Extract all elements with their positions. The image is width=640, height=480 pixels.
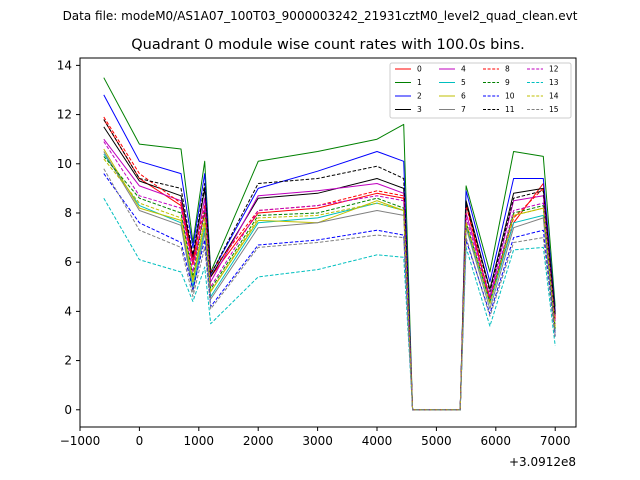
series-line-3 xyxy=(103,126,556,411)
legend-label-6: 6 xyxy=(461,92,466,101)
legend-label-8: 8 xyxy=(505,65,510,74)
legend-label-3: 3 xyxy=(417,105,422,114)
x-tick-label: −1000 xyxy=(60,434,101,448)
y-tick-label: 6 xyxy=(64,255,72,269)
series-line-13 xyxy=(103,197,556,411)
series-line-8 xyxy=(103,116,556,411)
legend-label-9: 9 xyxy=(505,78,510,87)
legend-label-13: 13 xyxy=(549,78,559,87)
x-tick-label: 3000 xyxy=(302,434,333,448)
x-tick-label: 0 xyxy=(136,434,144,448)
plot-lines xyxy=(103,77,556,411)
series-line-2 xyxy=(103,94,556,411)
legend-label-7: 7 xyxy=(461,105,466,114)
legend-label-15: 15 xyxy=(549,105,559,114)
x-tick-label: 5000 xyxy=(421,434,452,448)
series-line-10 xyxy=(103,173,556,411)
x-tick-label: 1000 xyxy=(184,434,215,448)
x-axis: −1000 0 1000 2000 3000 4000 5000 6000 7000 xyxy=(60,427,571,448)
legend-label-4: 4 xyxy=(461,65,466,74)
legend-label-14: 14 xyxy=(549,92,559,101)
y-tick-label: 14 xyxy=(57,58,72,72)
chart-suptitle: Data file: modeM0/AS1A07_100T03_90000032… xyxy=(63,9,578,23)
series-line-7 xyxy=(103,151,556,411)
y-tick-label: 10 xyxy=(57,157,72,171)
series-line-1 xyxy=(103,77,556,411)
x-offset-label: +3.0912e8 xyxy=(509,455,576,469)
x-tick-label: 7000 xyxy=(540,434,571,448)
y-tick-label: 4 xyxy=(64,304,72,318)
legend-label-1: 1 xyxy=(417,78,422,87)
y-tick-label: 2 xyxy=(64,354,72,368)
legend-label-11: 11 xyxy=(505,105,515,114)
chart-title: Quadrant 0 module wise count rates with … xyxy=(131,37,525,53)
legend-label-0: 0 xyxy=(417,65,422,74)
x-tick-label: 4000 xyxy=(362,434,393,448)
series-line-11 xyxy=(103,119,556,411)
legend-label-10: 10 xyxy=(505,92,515,101)
y-tick-label: 12 xyxy=(57,108,72,122)
legend-box xyxy=(389,62,572,119)
y-tick-label: 8 xyxy=(64,206,72,220)
x-tick-label: 2000 xyxy=(243,434,274,448)
series-line-12 xyxy=(103,141,556,411)
series-line-15 xyxy=(103,168,556,411)
legend-label-2: 2 xyxy=(417,92,422,101)
series-line-5 xyxy=(103,153,556,411)
legend-label-12: 12 xyxy=(549,65,559,74)
plot-frame xyxy=(79,57,577,428)
y-tick-label: 0 xyxy=(64,403,72,417)
series-line-4 xyxy=(103,138,556,411)
legend-label-5: 5 xyxy=(461,78,466,87)
y-axis: 0 2 4 6 8 10 12 14 xyxy=(57,58,80,417)
x-tick-label: 6000 xyxy=(481,434,512,448)
